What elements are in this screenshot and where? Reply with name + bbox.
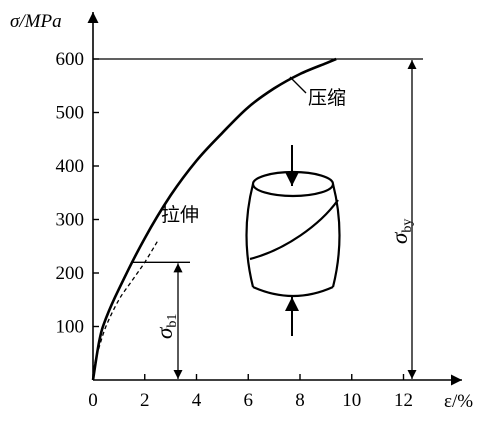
x-tick-label: 0 bbox=[88, 390, 98, 411]
reference-lines bbox=[93, 58, 423, 379]
sigma-by-label: σby bbox=[387, 219, 415, 244]
y-tick-label: 400 bbox=[56, 156, 85, 177]
sigma-b1-label: σb1 bbox=[152, 314, 180, 339]
ticks: 0 2 4 6 8 10 12 100 200 300 400 500 600 bbox=[56, 49, 414, 411]
shear-fracture-line bbox=[249, 199, 339, 261]
x-tick-label: 8 bbox=[295, 390, 305, 411]
specimen-illustration bbox=[245, 145, 341, 336]
y-tick-label: 500 bbox=[56, 103, 85, 124]
x-axis-label: ε/% bbox=[444, 391, 473, 412]
y-tick-label: 300 bbox=[56, 210, 85, 231]
tension-curve bbox=[92, 240, 159, 370]
sigma-b1-label-subscript: b1 bbox=[165, 314, 180, 328]
tension-label: 拉伸 bbox=[161, 204, 199, 226]
specimen-bottom-face bbox=[252, 285, 334, 298]
x-tick-label: 6 bbox=[244, 390, 254, 411]
x-tick-label: 2 bbox=[140, 390, 150, 411]
x-tick-label: 10 bbox=[342, 390, 361, 411]
compression-curve bbox=[91, 57, 337, 381]
series bbox=[91, 57, 337, 381]
x-tick-label: 12 bbox=[394, 390, 413, 411]
axes bbox=[87, 12, 462, 386]
y-tick-label: 600 bbox=[56, 49, 85, 70]
x-tick-label: 4 bbox=[192, 390, 202, 411]
sigma-by-label-subscript: by bbox=[400, 219, 415, 233]
y-axis-label: σ/MPa bbox=[10, 11, 62, 32]
specimen-left-side bbox=[245, 183, 255, 288]
compression-label: 压缩 bbox=[308, 87, 346, 109]
compression-leader-line bbox=[289, 76, 307, 94]
y-tick-label: 100 bbox=[56, 317, 85, 338]
y-tick-label: 200 bbox=[56, 263, 85, 284]
specimen-right-side bbox=[331, 183, 341, 288]
